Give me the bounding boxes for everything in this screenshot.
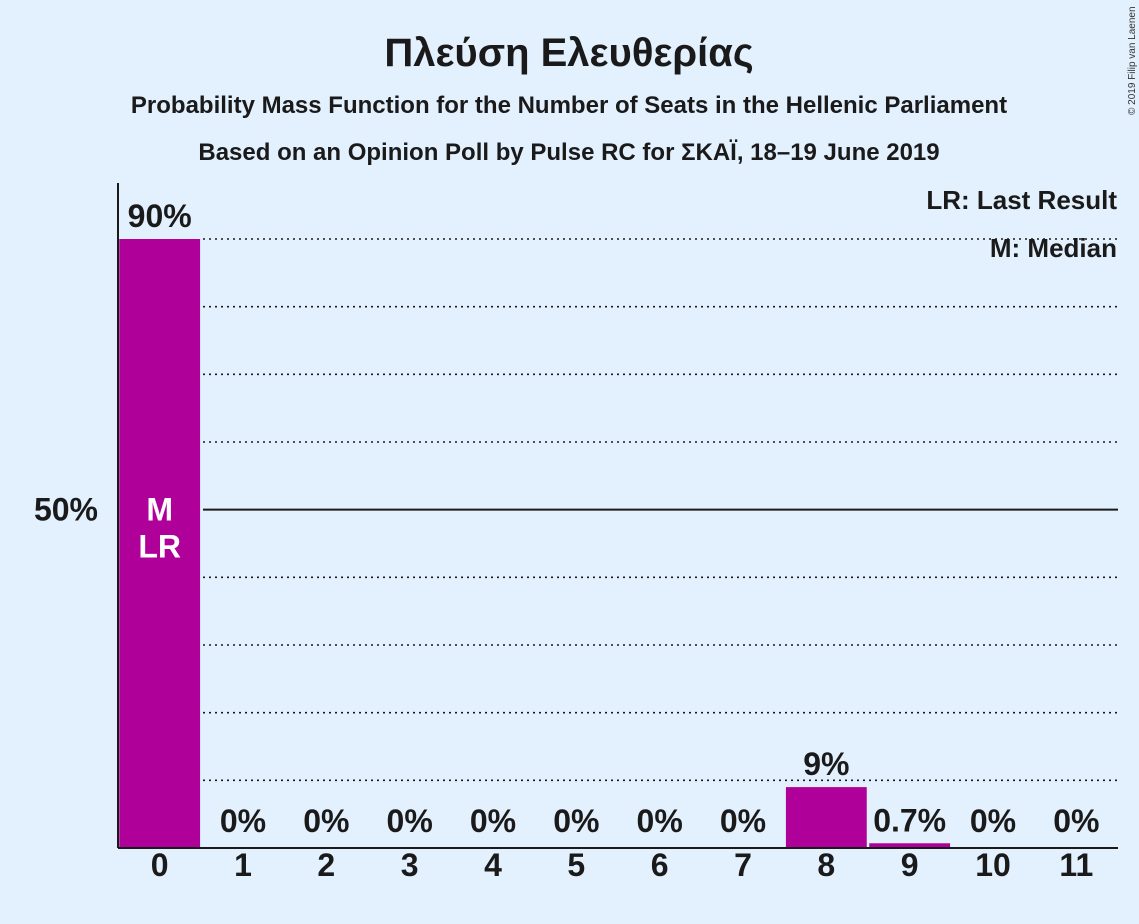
copyright-text: © 2019 Filip van Laenen (1127, 6, 1138, 115)
data-label-8: 9% (803, 746, 849, 782)
data-label-4: 0% (470, 803, 516, 839)
data-label-11: 0% (1053, 803, 1099, 839)
data-label-1: 0% (220, 803, 266, 839)
data-label-2: 0% (303, 803, 349, 839)
x-tick-label-1: 1 (234, 847, 252, 883)
data-label-3: 0% (387, 803, 433, 839)
data-label-7: 0% (720, 803, 766, 839)
x-tick-label-9: 9 (901, 847, 919, 883)
x-tick-label-8: 8 (817, 847, 835, 883)
data-label-9: 0.7% (873, 802, 946, 838)
bars (119, 239, 951, 848)
legend-last-result: LR: Last Result (926, 185, 1117, 215)
chart-subtitle-2: Based on an Opinion Poll by Pulse RC for… (198, 139, 939, 166)
x-tick-label-0: 0 (151, 847, 169, 883)
x-tick-label-7: 7 (734, 847, 752, 883)
y-tick-label: 50% (34, 492, 98, 528)
x-tick-label-3: 3 (401, 847, 419, 883)
axes: 50% 0 1 2 3 4 5 6 7 8 9 10 11 (34, 183, 1118, 883)
bar-8 (785, 787, 867, 848)
bar-0 (119, 239, 201, 848)
data-label-5: 0% (553, 803, 599, 839)
data-label-0: 90% (128, 198, 192, 234)
data-label-6: 0% (637, 803, 683, 839)
median-marker: M (146, 492, 173, 528)
x-tick-label-6: 6 (651, 847, 669, 883)
last-result-marker: LR (138, 529, 181, 565)
legend-median: M: Median (990, 233, 1117, 263)
chart-title: Πλεύση Ελευθερίας (384, 31, 753, 75)
x-tick-label-5: 5 (567, 847, 585, 883)
x-tick-label-10: 10 (975, 847, 1011, 883)
x-tick-label-4: 4 (484, 847, 502, 883)
data-labels: 90% 0% 0% 0% 0% 0% 0% 0% 9% 0.7% 0% 0% MLR (128, 198, 1100, 839)
gridlines (203, 238, 1118, 782)
chart-subtitle-1: Probability Mass Function for the Number… (131, 92, 1007, 119)
data-label-10: 0% (970, 803, 1016, 839)
x-tick-label-11: 11 (1059, 847, 1093, 883)
bar-9 (869, 843, 951, 848)
x-tick-label-2: 2 (317, 847, 335, 883)
